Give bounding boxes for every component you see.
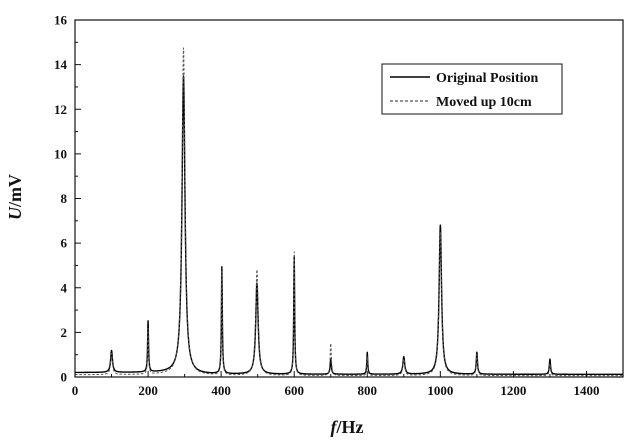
x-tick-label: 600 <box>284 383 304 398</box>
y-tick-label: 0 <box>61 370 68 385</box>
x-axis-title-symbol: f <box>331 417 339 437</box>
x-tick-label: 1000 <box>427 383 453 398</box>
x-axis-ticks: 0 200 400 600 800 1000 1200 1400 <box>72 371 599 398</box>
y-axis-title-symbol: U <box>5 206 25 220</box>
x-tick-label: 400 <box>211 383 231 398</box>
plot-area: 0 200 400 600 800 1000 1200 1400 0 2 4 6 8 10 12 14 16 <box>54 13 624 398</box>
x-tick-label: 0 <box>72 383 79 398</box>
legend-label-original: Original Position <box>436 71 539 86</box>
x-tick-label: 800 <box>358 383 378 398</box>
y-axis-title: U/mV <box>5 174 25 220</box>
x-axis-title-unit: /Hz <box>336 417 364 437</box>
series-original-position-line <box>74 75 624 375</box>
y-tick-label: 10 <box>54 146 67 161</box>
x-axis-title: f/Hz <box>331 417 364 437</box>
y-tick-label: 4 <box>61 280 68 295</box>
legend-box <box>381 63 563 115</box>
series-moved-up-line <box>74 47 624 377</box>
legend: Original Position Moved up 10cm <box>381 63 563 115</box>
series-layer <box>74 47 624 377</box>
y-tick-label: 8 <box>61 191 68 206</box>
y-tick-label: 12 <box>54 102 67 117</box>
y-tick-label: 14 <box>54 57 68 72</box>
y-tick-label: 2 <box>61 325 68 340</box>
legend-label-moved: Moved up 10cm <box>436 95 532 110</box>
y-tick-label: 16 <box>54 13 68 28</box>
y-axis-ticks: 0 2 4 6 8 10 12 14 16 <box>54 13 81 385</box>
x-tick-label: 1400 <box>573 383 599 398</box>
y-tick-label: 6 <box>61 236 68 251</box>
x-tick-label: 200 <box>138 383 158 398</box>
x-tick-label: 1200 <box>500 383 526 398</box>
y-axis-title-unit: /mV <box>5 174 25 208</box>
